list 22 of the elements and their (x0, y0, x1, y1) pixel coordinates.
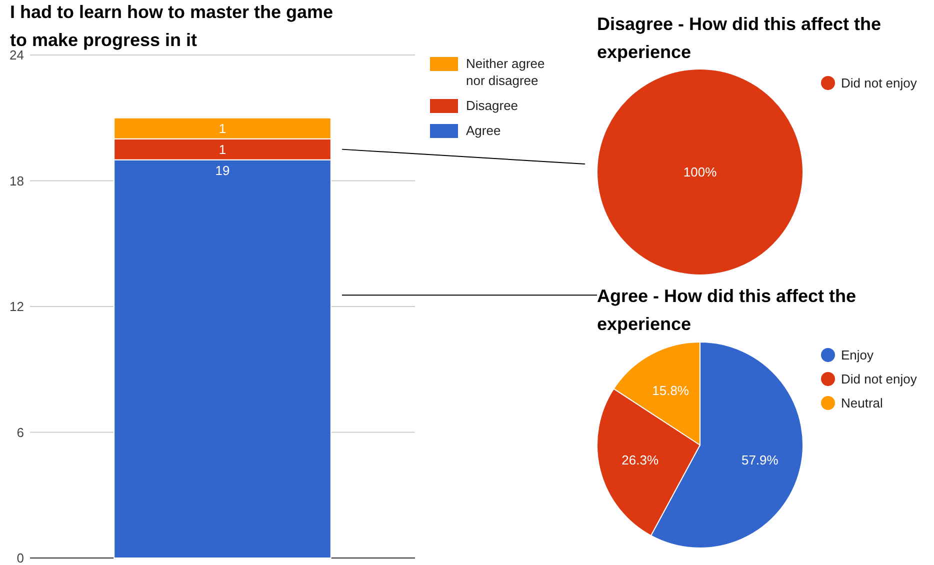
legend-label: Did not enjoy (841, 76, 918, 91)
y-tick-label: 24 (10, 48, 24, 63)
data-label: 19 (215, 162, 230, 178)
legend-label: Did not enjoy (841, 372, 918, 387)
data-label: 57.9% (741, 452, 779, 468)
legend-label: Disagree (466, 98, 518, 113)
legend-label: Enjoy (841, 348, 874, 363)
chart-title: Disagree - How did this affect the experience (597, 14, 882, 62)
data-label: 26.3% (622, 452, 659, 468)
legend-label: Neutral (841, 396, 884, 411)
data-label: 100% (683, 164, 718, 180)
y-tick-label: 18 (10, 173, 24, 188)
legend-label: Neither agree nor disagree (466, 56, 545, 88)
y-tick-label: 0 (16, 550, 24, 565)
data-label: 15.8% (652, 383, 690, 398)
chart-title: Agree - How did this affect the experience (597, 286, 856, 334)
data-label: 1 (218, 120, 226, 136)
y-tick-label: 6 (16, 424, 24, 440)
data-label: 1 (218, 142, 226, 157)
text: Agree (466, 123, 501, 138)
y-tick-label: 12 (10, 299, 24, 314)
chart-title: I had to learn how to master the game to make progress in it (10, 2, 334, 50)
